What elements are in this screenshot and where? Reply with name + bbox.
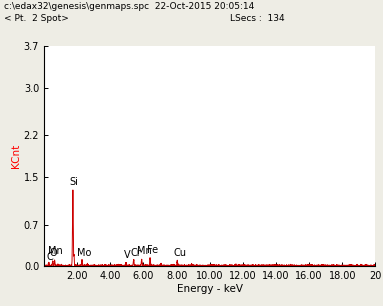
Text: c:\edax32\genesis\genmaps.spc  22-Oct-2015 20:05:14: c:\edax32\genesis\genmaps.spc 22-Oct-201… (4, 2, 254, 10)
Y-axis label: KCnt: KCnt (11, 144, 21, 168)
Text: Fe: Fe (147, 245, 158, 255)
Text: < Pt.  2 Spot>: < Pt. 2 Spot> (4, 14, 69, 23)
Text: V: V (124, 250, 131, 260)
Text: Cu: Cu (173, 248, 187, 259)
Text: Cr: Cr (131, 248, 141, 258)
Text: Mn: Mn (48, 245, 63, 256)
Text: Si: Si (69, 177, 78, 187)
Text: Mo: Mo (77, 248, 92, 259)
Text: Mn: Mn (137, 246, 152, 256)
Text: LSecs :  134: LSecs : 134 (230, 14, 285, 23)
Text: O: O (49, 248, 57, 259)
Text: C: C (46, 252, 53, 262)
X-axis label: Energy - keV: Energy - keV (177, 284, 243, 294)
